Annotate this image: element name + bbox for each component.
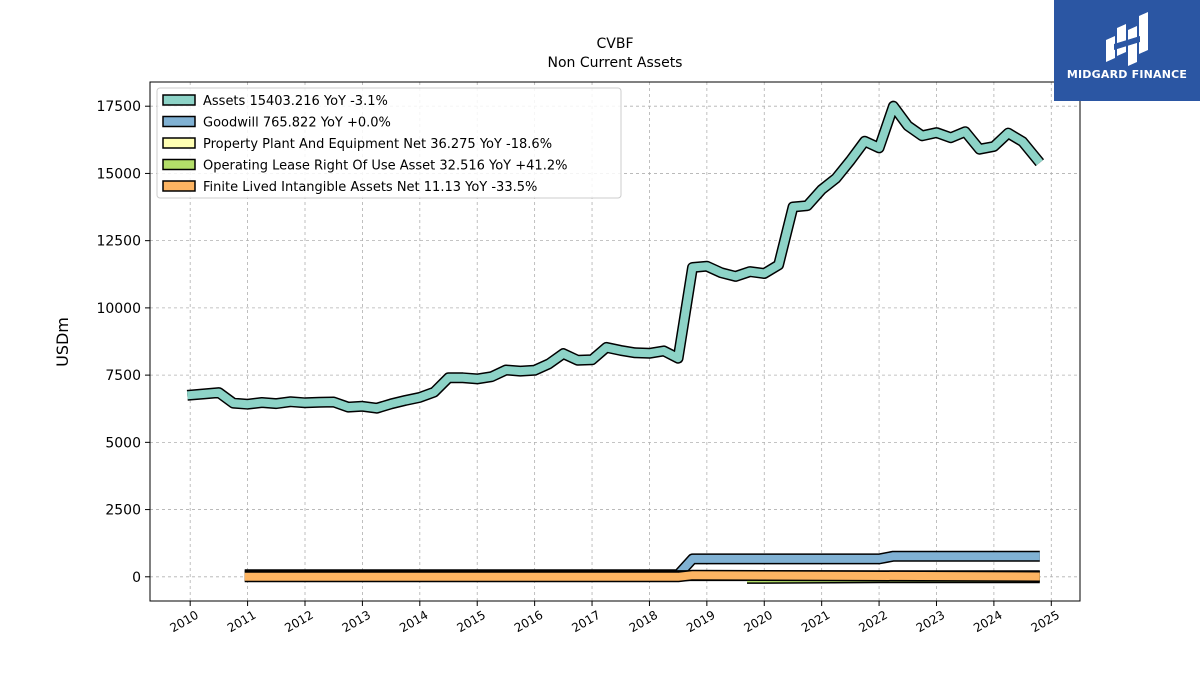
y-axis-label: USDm [53,317,72,367]
y-tick-label: 17500 [96,99,141,115]
x-tick-label: 2021 [799,608,832,635]
x-tick-label: 2017 [569,608,602,635]
x-tick-label: 2022 [856,608,889,635]
x-tick-label: 2023 [914,608,947,635]
legend-label: Finite Lived Intangible Assets Net 11.13… [203,180,537,195]
legend-label: Property Plant And Equipment Net 36.275 … [203,137,552,152]
x-tick-label: 2019 [684,608,717,635]
x-tick-label: 2018 [627,608,660,635]
legend-swatch [162,115,196,128]
chart-title: CVBF [596,36,633,52]
x-tick-label: 2016 [512,608,545,635]
x-tick-label: 2013 [340,608,373,635]
legend-swatch [162,158,196,171]
x-tick-label: 2024 [971,608,1004,635]
x-tick-label: 2025 [1029,608,1062,635]
legend-label: Operating Lease Right Of Use Asset 32.51… [203,159,567,174]
legend-swatch [162,94,196,106]
y-tick-label: 7500 [105,368,141,384]
x-tick-label: 2010 [167,608,200,635]
y-tick-label: 10000 [96,301,141,317]
logo-text: MIDGARD FINANCE [1066,68,1188,81]
x-tick-label: 2015 [454,608,487,635]
y-tick-label: 2500 [105,503,141,519]
y-tick-label: 0 [132,570,141,586]
plot-frame [149,81,1081,602]
midgard-finance-logo: MIDGARD FINANCE [1054,0,1200,101]
series-line-assets [186,102,1043,413]
legend-swatch [162,180,196,192]
legend: Assets 15403.216 YoY -3.1% Goodwill 765.8… [156,87,622,199]
legend-box [156,87,622,199]
legend-label: Goodwill 765.822 YoY +0.0% [203,116,391,131]
series-line-finite-lived-intangible-assets-net [244,571,1040,581]
x-tick-label: 2012 [282,608,315,635]
x-tick-label: 2020 [742,608,775,635]
x-axis: 2010 2011 2012 2013 2014 2015 2016 2017 2018 2019… [167,601,1062,635]
x-tick-label: 2014 [397,608,430,635]
legend-swatch [162,137,196,149]
chart-subtitle: Non Current Assets [548,55,683,71]
midgard-logo-icon [1106,12,1148,66]
y-tick-label: 5000 [105,435,141,451]
x-tick-label: 2011 [225,608,258,635]
y-tick-label: 15000 [96,166,141,182]
y-axis: 0 2500 5000 7500 10000 12500 15000 17500 [96,99,150,586]
series-layer [186,100,1045,584]
legend-label: Assets 15403.216 YoY -3.1% [203,94,388,109]
y-tick-label: 12500 [96,234,141,250]
